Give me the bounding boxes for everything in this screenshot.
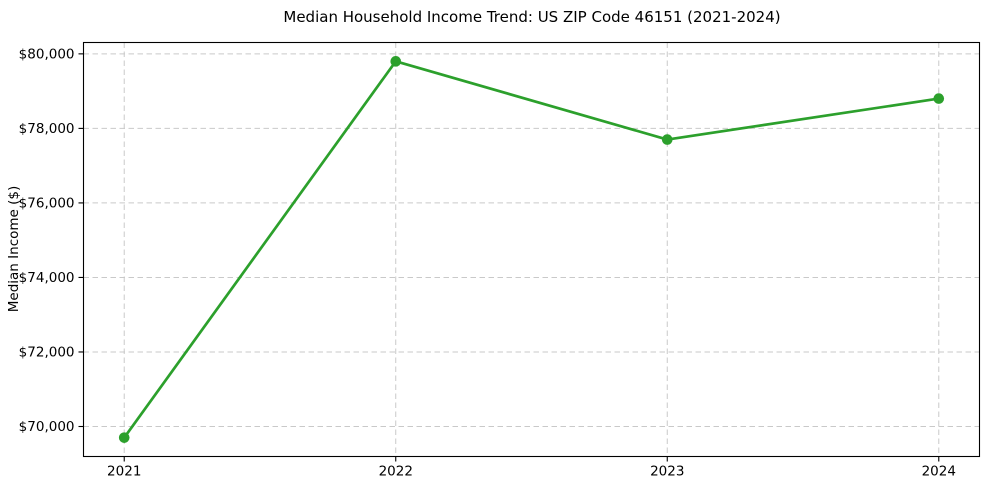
y-tick-label: $70,000	[19, 419, 75, 435]
y-tick-label: $78,000	[19, 121, 75, 137]
y-tick-label: $74,000	[19, 270, 75, 286]
data-point-marker-2023	[661, 134, 673, 145]
y-tick-label: $72,000	[19, 345, 75, 361]
y-axis-label: Median Income ($)	[6, 185, 22, 313]
data-point-marker-2022	[390, 56, 402, 67]
data-point-marker-2024	[933, 93, 945, 104]
x-tick-label: 2022	[379, 464, 413, 480]
data-point-marker-2021	[118, 432, 130, 443]
y-tick-label: $80,000	[19, 47, 75, 63]
axes-frame	[82, 41, 981, 458]
x-tick-label: 2024	[922, 464, 956, 480]
chart-title: Median Household Income Trend: US ZIP Co…	[283, 8, 781, 26]
x-tick-label: 2021	[107, 464, 141, 480]
y-tick-label: $76,000	[19, 196, 75, 212]
x-tick-label: 2023	[650, 464, 684, 480]
income-trend-line	[122, 59, 941, 440]
